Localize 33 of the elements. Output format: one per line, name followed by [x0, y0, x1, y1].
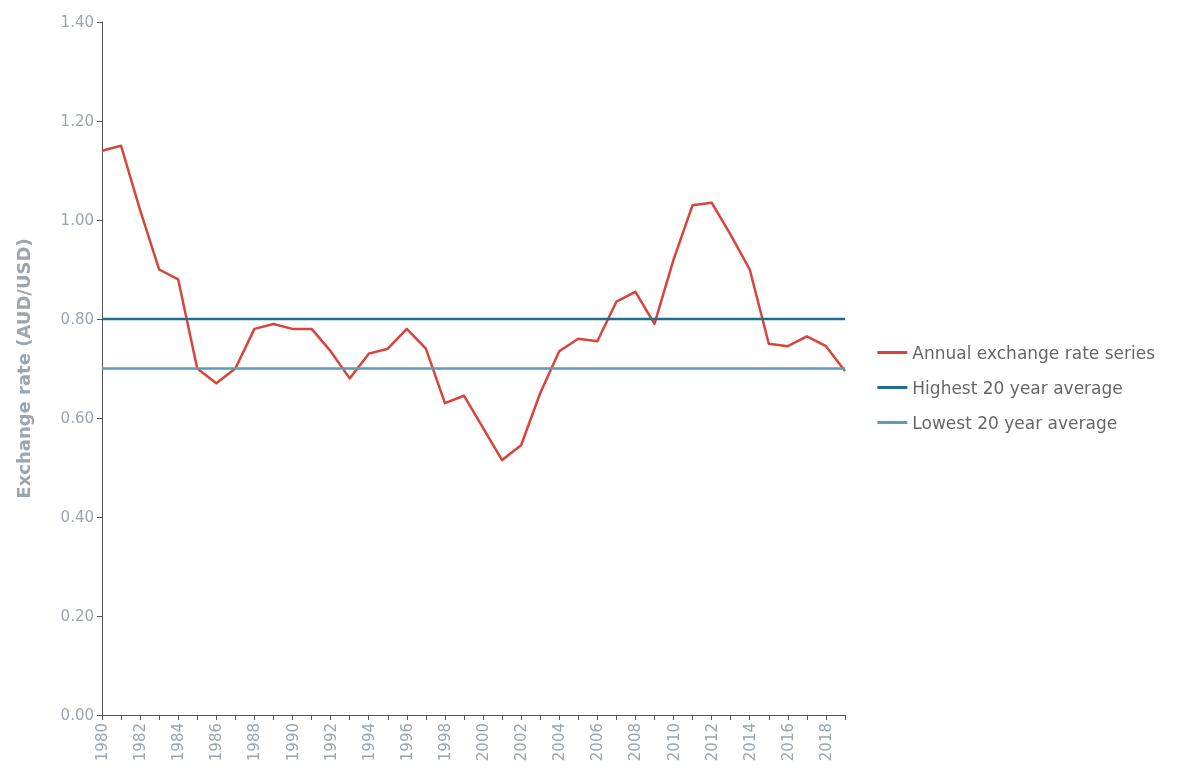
x-tick-label: 2000: [474, 723, 493, 762]
x-tick-label: 1996: [397, 723, 416, 762]
line-series: [100, 144, 847, 462]
x-tick-label: 2016: [778, 723, 797, 762]
x-tick-label: 1988: [245, 723, 264, 762]
y-tick-label: 1.20: [60, 112, 94, 130]
x-tick-label: 2018: [816, 723, 835, 762]
legend-label: Annual exchange rate series: [912, 342, 1156, 363]
x-tick-label: 1982: [131, 723, 150, 762]
x-tick-label: 1998: [435, 723, 454, 762]
y-axis-title: Exchange rate (AUD/USD): [12, 238, 34, 499]
y-tick-label: 0.20: [60, 607, 94, 625]
y-tick-label: 0.40: [60, 508, 94, 526]
x-tick-label: 2014: [740, 723, 759, 762]
x-tick-label: 1994: [359, 723, 378, 762]
x-tick-label: 2010: [664, 723, 683, 762]
x-tick-label: 2012: [702, 723, 721, 762]
legend-label: Lowest 20 year average: [912, 412, 1118, 433]
legend-label: Highest 20 year average: [912, 377, 1123, 398]
x-tick-label: 1980: [93, 723, 111, 762]
y-tick-label: 0.00: [60, 706, 94, 724]
x-tick-label: 1984: [169, 723, 188, 762]
x-tick-label: 1990: [283, 723, 302, 762]
y-tick-label: 1.00: [60, 211, 94, 229]
x-tick-label: 2002: [512, 723, 531, 762]
x-tick-label: 1992: [321, 723, 340, 762]
x-tick-label: 1986: [207, 723, 226, 762]
x-tick-label: 2006: [588, 723, 607, 762]
y-tick-label: 0.80: [60, 310, 94, 328]
x-tick-label: 2004: [550, 723, 569, 762]
y-tick-label: 1.40: [60, 13, 94, 31]
x-tick-label: 2008: [626, 723, 645, 762]
y-tick-label: 0.60: [60, 409, 94, 427]
